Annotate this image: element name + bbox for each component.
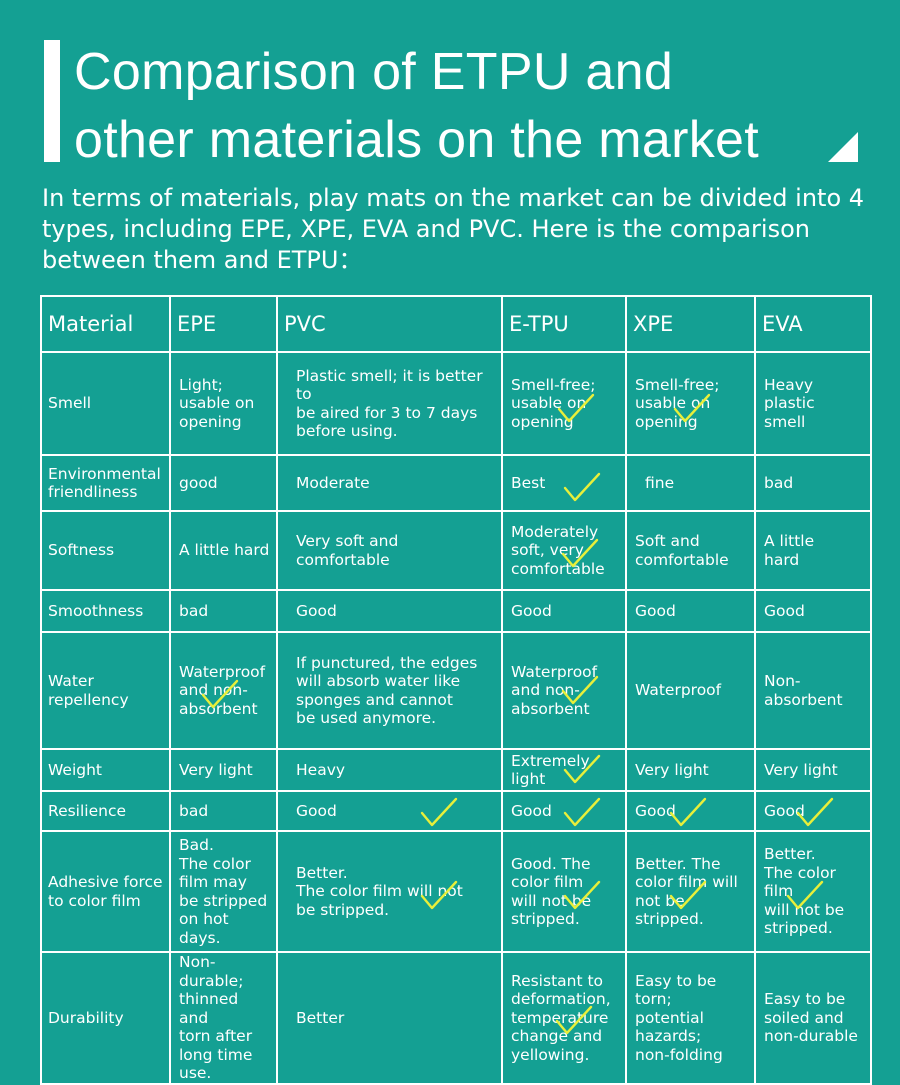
table-cell: Better [276,951,503,1085]
row-label: Adhesive force to color film [40,830,171,953]
table-cell: Very light [754,748,872,792]
table-cell: Moderately soft, very comfortable [501,510,627,591]
cell-text: Smell-free; usable on opening [511,375,596,431]
column-header-epe: EPE [169,295,278,353]
cell-text: Waterproof and non- absorbent [179,662,266,718]
checkmark-icon [563,472,601,502]
table-cell: Extremely light [501,748,627,792]
table-cell: Heavy [276,748,503,792]
table-row-adhesive-force: Adhesive force to color film Bad. The co… [40,830,872,953]
table-cell: Easy to be torn; potential hazards; non-… [625,951,756,1085]
table-cell: bad [169,589,278,633]
table-cell: Bad. The color film may be stripped on h… [169,830,278,953]
table-row-water-repellency: Water repellency Waterproof and non- abs… [40,631,872,750]
table-cell: Good [625,790,756,832]
table-row-durability: Durability Non-durable; thinned and torn… [40,951,872,1085]
row-label: Smell [40,351,171,456]
table-cell: Heavy plastic smell [754,351,872,456]
table-cell: Smell-free; usable on opening [501,351,627,456]
triangle-corner-icon [828,132,858,162]
table-cell: Waterproof and non- absorbent [501,631,627,750]
cell-text: Better. The color film will not be strip… [635,854,738,929]
cell-text: Resistant to deformation, temperature ch… [511,971,611,1064]
table-cell: Non- absorbent [754,631,872,750]
comparison-table: Material EPE PVC E-TPU XPE EVA Smell Lig… [40,295,872,1085]
checkmark-icon [420,797,458,827]
table-cell: Waterproof and non- absorbent [169,631,278,750]
cell-text: Good [511,801,552,820]
page-title: Comparison of ETPU and other materials o… [74,38,874,174]
table-cell: A little hard [754,510,872,591]
table-row-smell: Smell Light; usable on opening Plastic s… [40,351,872,456]
cell-text: Good [635,801,676,820]
column-header-pvc: PVC [276,295,503,353]
column-header-etpu: E-TPU [501,295,627,353]
table-cell: Good [754,790,872,832]
table-cell: Very soft and comfortable [276,510,503,591]
table-cell: Best [501,454,627,512]
cell-text: Best [511,473,546,492]
table-header-row: Material EPE PVC E-TPU XPE EVA [40,295,872,353]
table-cell: Good [625,589,756,633]
row-label: Durability [40,951,171,1085]
table-cell: Easy to be soiled and non-durable [754,951,872,1085]
table-cell: Smell-free; usable on opening [625,351,756,456]
cell-text: Better. The color film will not be strip… [296,863,463,919]
checkmark-icon [563,797,601,827]
table-cell: bad [754,454,872,512]
table-cell: Good [276,589,503,633]
table-cell: Better. The color film will not be strip… [754,830,872,953]
intro-text: In terms of materials, play mats on the … [42,184,865,274]
table-cell: Better. The color film will not be strip… [276,830,503,953]
title-line-1: Comparison of ETPU and [74,43,674,101]
table-cell: Good. The color film will not be strippe… [501,830,627,953]
table-cell: Good [501,790,627,832]
cell-text: Good [296,801,337,820]
title-accent-bar [44,40,60,162]
title-line-2: other materials on the market [74,111,760,169]
table-cell: A little hard [169,510,278,591]
table-cell: Moderate [276,454,503,512]
table-cell: Non-durable; thinned and torn after long… [169,951,278,1085]
table-cell: Light; usable on opening [169,351,278,456]
table-cell: Very light [169,748,278,792]
table-cell: Plastic smell; it is better to be aired … [276,351,503,456]
cell-text: Waterproof and non- absorbent [511,662,598,718]
row-label: Smoothness [40,589,171,633]
table-cell: Resistant to deformation, temperature ch… [501,951,627,1085]
column-header-eva: EVA [754,295,872,353]
column-header-xpe: XPE [625,295,756,353]
table-cell: Soft and comfortable [625,510,756,591]
cell-text: Better. The color film will not be strip… [764,845,845,938]
table-row-smoothness: Smoothness bad Good Good Good Good [40,589,872,633]
cell-text: Extremely light [511,751,590,789]
cell-text: Moderately soft, very comfortable [511,522,605,578]
table-row-resilience: Resilience bad Good Good Good Good [40,790,872,832]
row-label: Weight [40,748,171,792]
row-label: Environmental friendliness [40,454,171,512]
table-cell: Good [276,790,503,832]
column-header-material: Material [40,295,171,353]
table-cell: Better. The color film will not be strip… [625,830,756,953]
table-cell: Good [501,589,627,633]
table-row-weight: Weight Very light Heavy Extremely light … [40,748,872,792]
table-cell: Good [754,589,872,633]
table-cell: fine [625,454,756,512]
table-cell: Waterproof [625,631,756,750]
row-label: Softness [40,510,171,591]
table-row-softness: Softness A little hard Very soft and com… [40,510,872,591]
table-row-environmental-friendliness: Environmental friendliness good Moderate… [40,454,872,512]
table-cell: bad [169,790,278,832]
table-cell: If punctured, the edges will absorb wate… [276,631,503,750]
table-cell: good [169,454,278,512]
table-cell: Very light [625,748,756,792]
cell-text: Good [764,801,805,820]
row-label: Water repellency [40,631,171,750]
cell-text: Smell-free; usable on opening [635,375,720,431]
row-label: Resilience [40,790,171,832]
cell-text: Good. The color film will not be strippe… [511,854,592,929]
